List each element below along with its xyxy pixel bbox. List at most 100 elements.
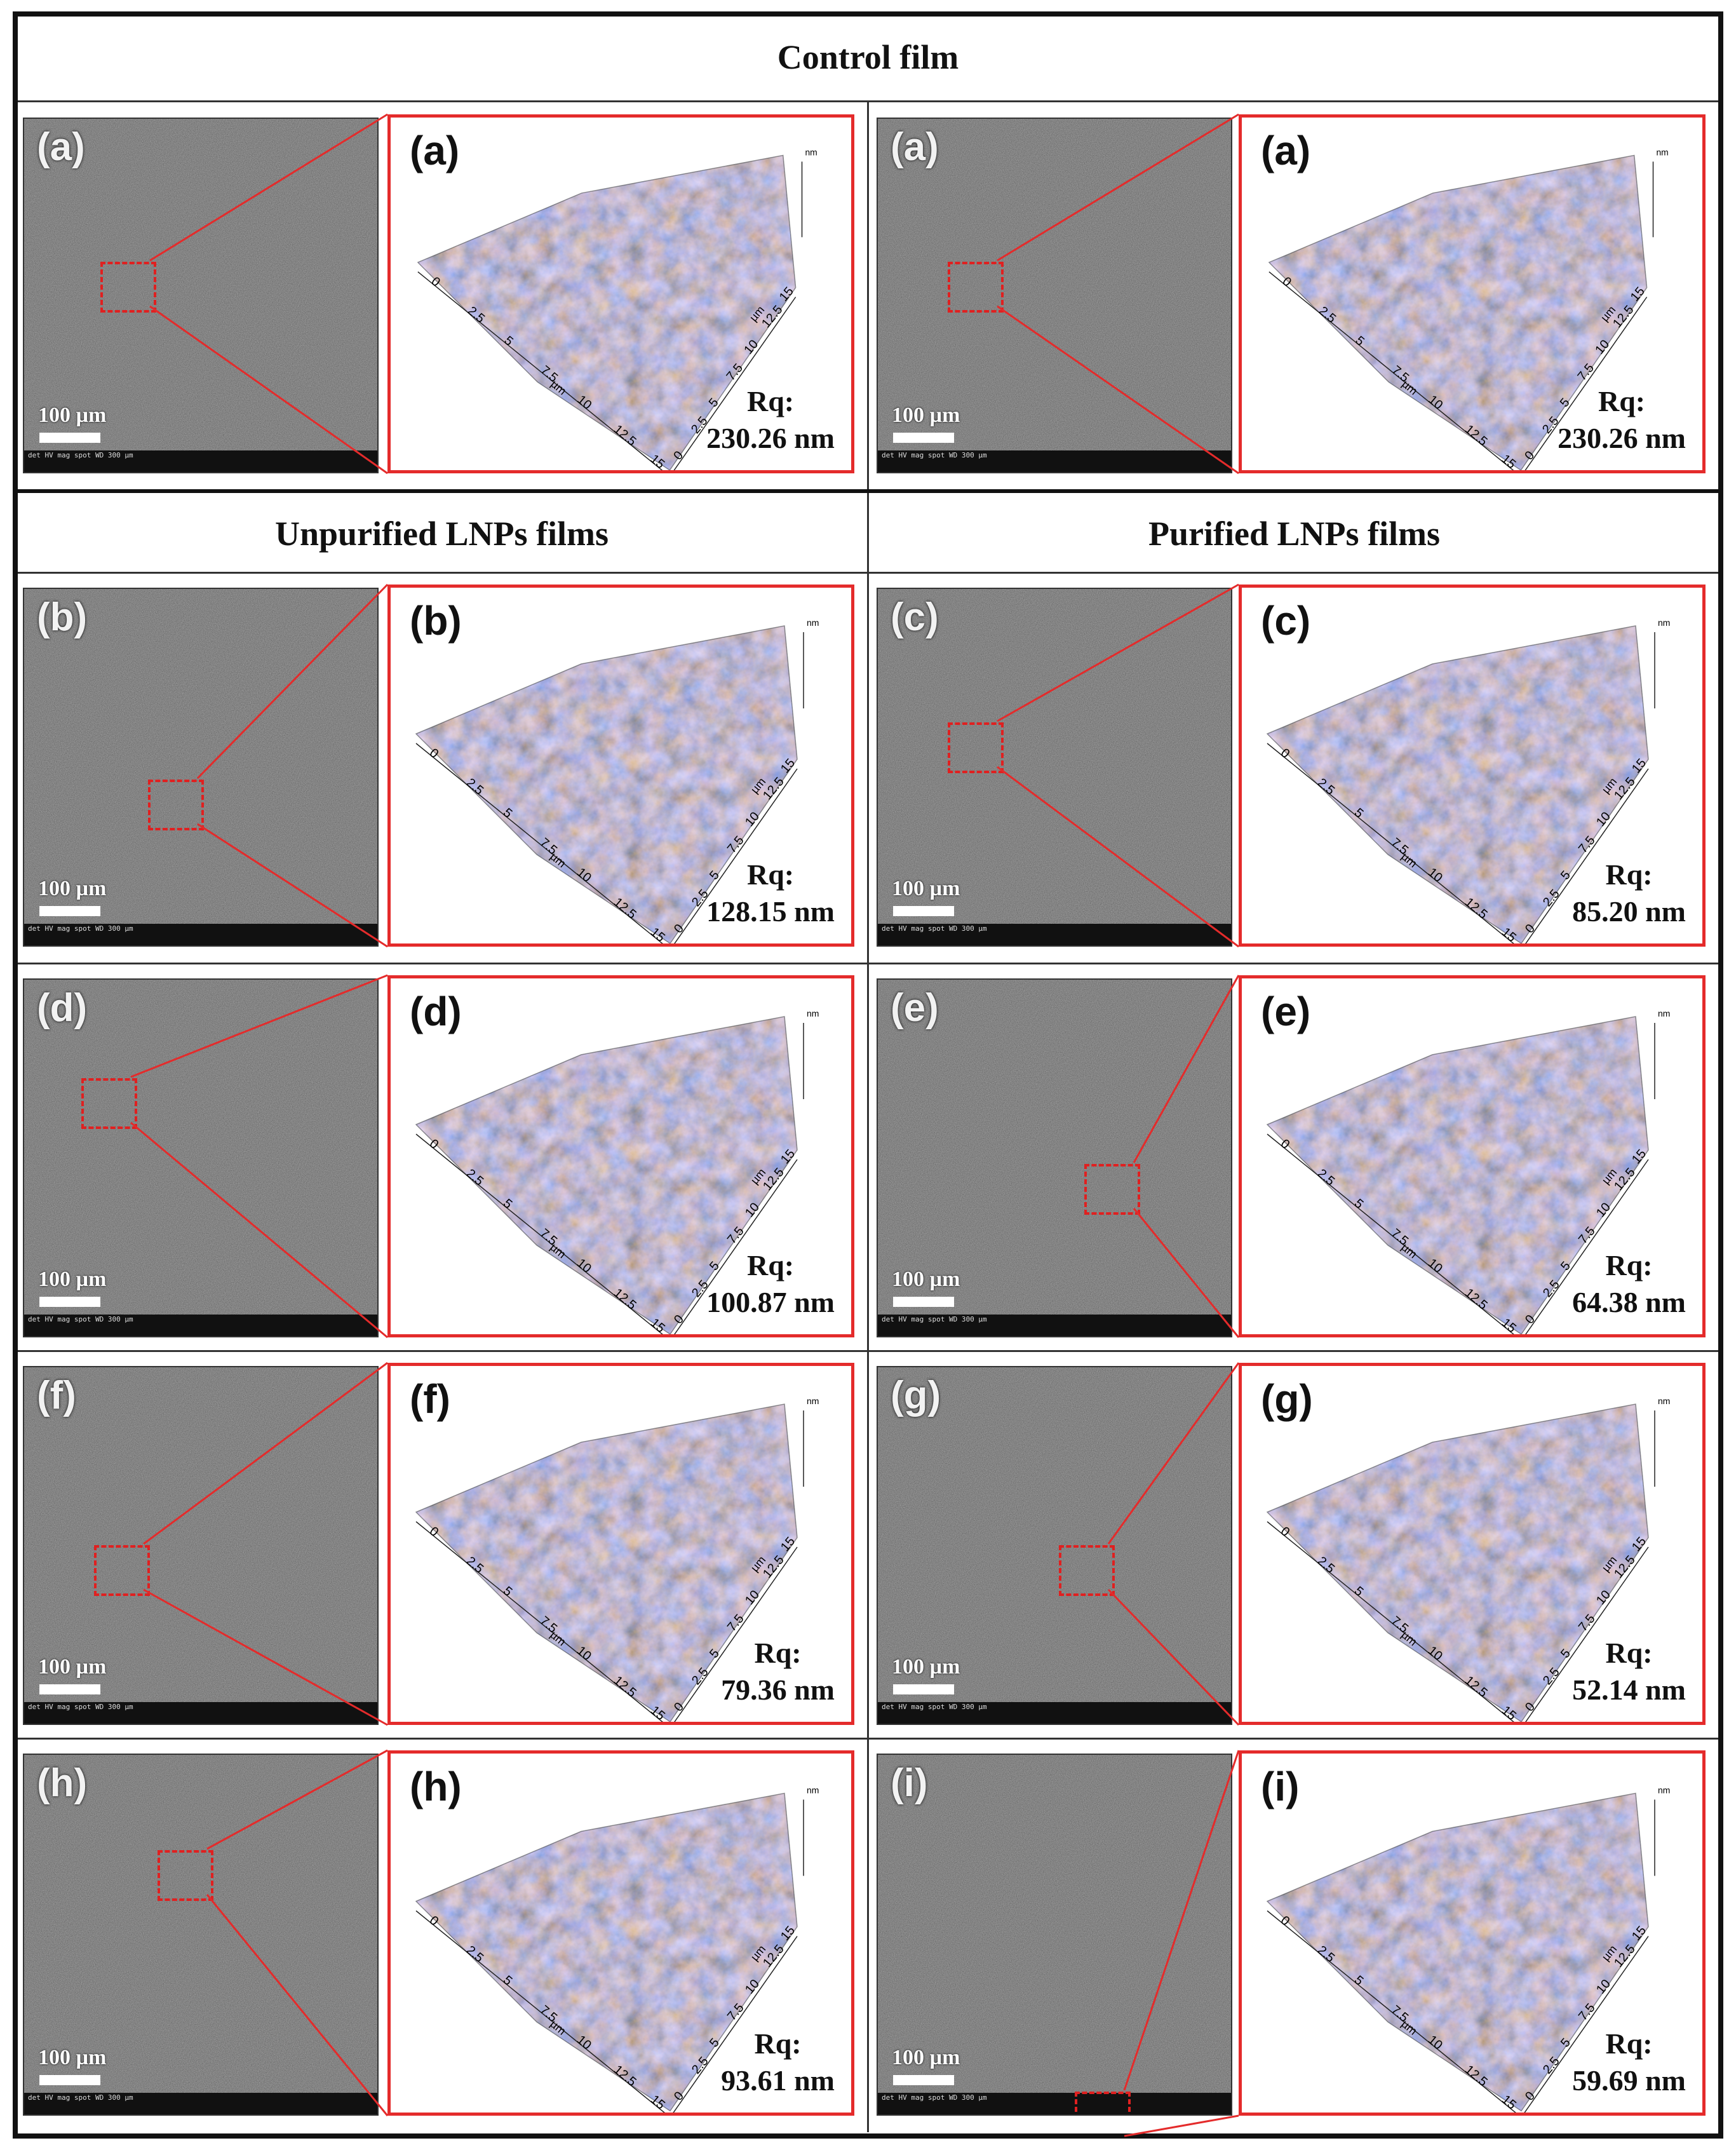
sem-data-bar: det HV mag spot WD 300 µm [878,450,1231,472]
afm-panel-label: (g) [1261,1376,1313,1422]
sem-panel-label: (b) [37,595,88,639]
sem-panel-label: (h) [37,1761,88,1805]
sem-panel-label: (e) [891,986,939,1030]
section-divider [18,489,1718,493]
rq-number: 230.26 nm [1558,421,1686,454]
scale-bar-label: 100 µm [38,403,107,427]
afm-panel-label: (d) [410,989,462,1034]
purified-header: Purified LNPs films [1148,515,1440,553]
svg-text:nm: nm [807,618,819,628]
rq-label: Rq: [1605,1249,1653,1281]
sem-image-f: (f) 100 µm det HV mag spot WD 300 µm [23,1366,379,1725]
scale-bar-label: 100 µm [38,1655,107,1679]
roi-box [94,1545,150,1596]
sem-data-bar: det HV mag spot WD 300 µm [878,1702,1231,1724]
sem-panel-label: (g) [891,1374,941,1417]
afm-panel-label: (h) [410,1764,462,1809]
afm-panel-label: (a) [1261,128,1311,173]
afm-panel-f: nm 0 2.5 5 7.5 10 12.5 15 0 2.5 5 7.5 10 12.5 15 µm µm (f… [387,1363,854,1725]
sem-data-bar: det HV mag spot WD 300 µm [24,2093,377,2114]
divider [867,493,869,2132]
afm-panel-d: nm 0 2.5 5 7.5 10 12.5 15 0 2.5 5 7.5 10 12.5 15 µm µm (d… [387,975,854,1337]
afm-panel-label: (b) [410,598,462,644]
figure-frame [13,11,1723,2139]
afm-panel-e: nm 0 2.5 5 7.5 10 12.5 15 0 2.5 5 7.5 10 12.5 15 µm µm (e… [1239,975,1706,1337]
afm-panel-b: nm 0 2.5 5 7.5 10 12.5 15 0 2.5 5 7.5 10 12.5 15 µm µm (b… [387,585,854,947]
rq-value: Rq: 85.20 nm [1572,856,1686,930]
rq-number: 85.20 nm [1572,895,1686,928]
svg-text:nm: nm [1658,1008,1670,1018]
scale-bar-label: 100 µm [892,877,960,900]
scale-bar [893,1297,954,1307]
scale-bar-label: 100 µm [38,1268,107,1291]
rq-number: 79.36 nm [721,1673,835,1706]
scale-bar [39,1684,100,1694]
roi-box [148,780,204,830]
afm-panel-label: (i) [1261,1764,1300,1809]
unpurified-header: Unpurified LNPs films [274,515,609,553]
svg-text:nm: nm [1658,618,1670,628]
svg-text:nm: nm [1658,1396,1670,1406]
sem-data-bar: det HV mag spot WD 300 µm [24,450,377,472]
sem-image-b: (b) 100 µm det HV mag spot WD 300 µm [23,588,379,947]
sem-panel-label: (f) [37,1374,76,1417]
scale-bar [39,2075,100,2085]
scale-bar-label: 100 µm [892,1655,960,1679]
scale-bar-label: 100 µm [892,403,960,427]
rq-number: 52.14 nm [1572,1673,1686,1706]
divider [18,1738,1718,1740]
rq-number: 93.61 nm [721,2064,835,2097]
rq-value: Rq: 79.36 nm [721,1635,835,1708]
afm-panel-a1: nm 0 2.5 5 7.5 10 12.5 15 0 2.5 5 7.5 10 12.5 15 µm µm (a… [387,114,854,473]
afm-panel-label: (f) [410,1376,450,1422]
scale-bar-label: 100 µm [892,2046,960,2069]
afm-panel-i: nm 0 2.5 5 7.5 10 12.5 15 0 2.5 5 7.5 10 12.5 15 µm µm (i… [1239,1750,1706,2116]
divider [18,963,1718,964]
rq-value: Rq: 230.26 nm [1558,383,1686,456]
rq-label: Rq: [1605,858,1653,891]
svg-text:nm: nm [1658,1785,1670,1795]
afm-panel-label: (a) [410,128,460,173]
scale-bar [893,906,954,916]
sem-image-c: (c) 100 µm det HV mag spot WD 300 µm [877,588,1232,947]
scale-bar [893,2075,954,2085]
rq-value: Rq: 100.87 nm [706,1247,835,1320]
scale-bar-label: 100 µm [38,2046,107,2069]
sem-data-bar: det HV mag spot WD 300 µm [878,924,1231,945]
afm-panel-c: nm 0 2.5 5 7.5 10 12.5 15 0 2.5 5 7.5 10 12.5 15 µm µm (c… [1239,585,1706,947]
rq-label: Rq: [754,1637,802,1669]
divider [18,1350,1718,1352]
scale-bar [893,433,954,443]
rq-value: Rq: 230.26 nm [706,383,835,456]
sem-data-bar: det HV mag spot WD 300 µm [24,1315,377,1336]
sem-panel-label: (d) [37,986,88,1030]
roi-box [81,1078,137,1129]
afm-panel-h: nm 0 2.5 5 7.5 10 12.5 15 0 2.5 5 7.5 10 12.5 15 µm µm (h… [387,1750,854,2116]
sem-image-a2: (a) 100 µm det HV mag spot WD 300 µm [877,118,1232,473]
roi-box [1084,1164,1140,1215]
rq-value: Rq: 64.38 nm [1572,1247,1686,1320]
rq-label: Rq: [1605,2027,1653,2060]
roi-box [100,262,156,313]
afm-panel-label: (e) [1261,989,1311,1034]
sem-image-g: (g) 100 µm det HV mag spot WD 300 µm [877,1366,1232,1725]
svg-text:nm: nm [1656,147,1668,157]
sem-image-d: (d) 100 µm det HV mag spot WD 300 µm [23,978,379,1337]
rq-label: Rq: [1605,1637,1653,1669]
roi-box [158,1850,213,1901]
roi-box [1075,2092,1131,2114]
sem-panel-label: (a) [37,125,85,169]
rq-label: Rq: [746,385,795,417]
control-film-header: Control film [777,38,959,76]
rq-number: 230.26 nm [706,421,835,454]
rq-value: Rq: 59.69 nm [1572,2025,1686,2099]
rq-number: 100.87 nm [706,1285,835,1318]
svg-text:nm: nm [807,1008,819,1018]
afm-panel-label: (c) [1261,598,1311,644]
afm-panel-g: nm 0 2.5 5 7.5 10 12.5 15 0 2.5 5 7.5 10 12.5 15 µm µm (g… [1239,1363,1706,1725]
scale-bar-label: 100 µm [892,1268,960,1291]
scale-bar [39,1297,100,1307]
roi-box [948,722,1004,773]
scale-bar [893,1684,954,1694]
rq-label: Rq: [746,1249,795,1281]
